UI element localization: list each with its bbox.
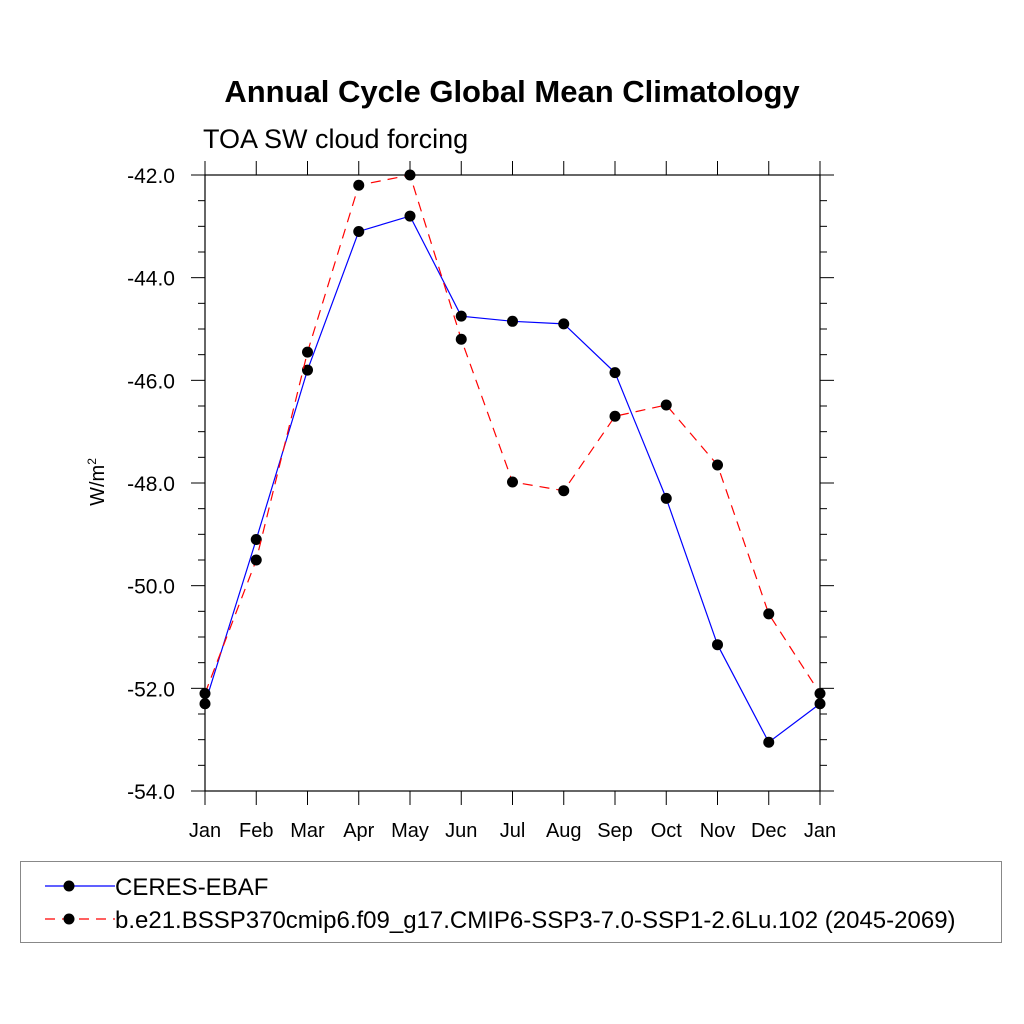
data-point — [404, 169, 416, 181]
legend-label-ceres: CERES-EBAF — [115, 874, 269, 901]
x-tick-label: Nov — [700, 820, 736, 842]
data-point — [507, 315, 518, 327]
y-tick-label: -48.0 — [127, 473, 175, 496]
data-point — [507, 476, 518, 488]
series-line — [204, 174, 821, 694]
data-point — [250, 533, 262, 545]
y-tick-label: -42.0 — [127, 165, 175, 188]
data-point — [199, 698, 211, 710]
series-ceres-ebaf — [199, 210, 826, 748]
x-tick-label: Dec — [751, 820, 787, 842]
series-layer — [199, 169, 826, 748]
data-point — [609, 410, 621, 422]
x-tick-label: Feb — [239, 820, 273, 842]
x-tick-label: Aug — [546, 820, 582, 842]
x-tick-label: Jul — [500, 820, 526, 842]
x-tick-label: May — [391, 820, 429, 842]
data-point — [404, 210, 416, 222]
y-tick-label: -46.0 — [127, 370, 175, 393]
legend-swatch-ceres — [45, 880, 115, 892]
data-point — [558, 318, 570, 330]
data-point — [660, 399, 672, 411]
x-tick-label: Mar — [290, 820, 325, 842]
legend-entry-model: b.e21.BSSP370cmip6.f09_g17.CMIP6-SSP3-7.… — [21, 905, 1001, 935]
y-tick-label: -52.0 — [127, 678, 175, 701]
axes: Jan Feb Mar Apr May Jun Jul Aug Sep Oct Nov Dec Jan-… — [127, 161, 836, 842]
data-point — [455, 333, 467, 345]
data-point — [455, 310, 467, 322]
y-tick-label: -54.0 — [127, 781, 175, 804]
data-point — [609, 367, 621, 379]
data-point — [302, 346, 313, 358]
data-point — [814, 687, 826, 699]
chart-title: Annual Cycle Global Mean Climatology — [224, 74, 800, 109]
x-tick-label: Jan — [804, 820, 836, 842]
y-tick-label: -44.0 — [127, 268, 175, 291]
series-model — [199, 169, 826, 699]
data-point — [660, 492, 672, 504]
legend-entry-ceres: CERES-EBAF — [21, 872, 1001, 902]
legend-swatch-model — [45, 913, 115, 925]
x-tick-label: Oct — [651, 820, 683, 842]
data-point — [763, 736, 775, 748]
data-point — [353, 225, 365, 237]
chart-subtitle: TOA SW cloud forcing — [203, 124, 469, 154]
data-point — [712, 459, 723, 471]
y-axis-label-superscript: 2 — [85, 458, 99, 465]
x-tick-label: Sep — [597, 820, 633, 842]
legend: CERES-EBAF b.e21.BSSP370cmip6.f09_g17.CM… — [20, 861, 1002, 943]
data-point — [302, 364, 313, 376]
line-chart: Jan Feb Mar Apr May Jun Jul Aug Sep Oct Nov Dec Jan-… — [85, 161, 836, 842]
x-tick-label: Jan — [189, 820, 221, 842]
x-tick-label: Jun — [445, 820, 477, 842]
data-point — [250, 554, 262, 566]
y-axis-label-text: W/m — [87, 465, 109, 506]
y-tick-label: -50.0 — [127, 576, 175, 599]
data-point — [712, 639, 723, 651]
data-point — [199, 687, 211, 699]
y-axis-label: W/m2 — [85, 458, 109, 506]
data-point — [558, 485, 570, 497]
data-point — [814, 698, 826, 710]
data-point — [763, 608, 775, 620]
x-tick-label: Apr — [343, 820, 374, 842]
legend-label-model: b.e21.BSSP370cmip6.f09_g17.CMIP6-SSP3-7.… — [115, 907, 956, 934]
data-point — [353, 179, 365, 191]
